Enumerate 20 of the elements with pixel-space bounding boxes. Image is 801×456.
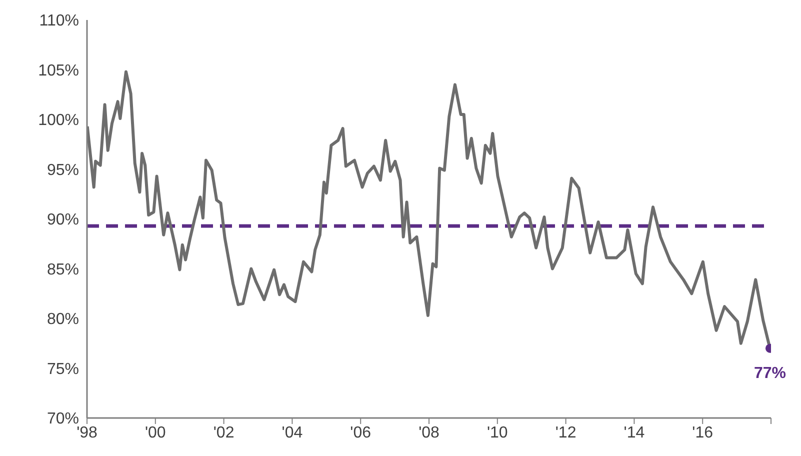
- x-tick-label: '08: [418, 424, 440, 442]
- y-tick-label: 80%: [46, 311, 79, 328]
- y-tick-label: 110%: [39, 12, 79, 30]
- x-tick-label: '98: [76, 424, 98, 442]
- y-tick-label: 100%: [38, 112, 79, 130]
- x-tick-label: '16: [692, 424, 714, 442]
- y-tick-label: 85%: [46, 261, 79, 278]
- x-tick-label: '12: [555, 424, 576, 442]
- x-tick-label: '04: [282, 424, 303, 442]
- y-tick-label: 105%: [38, 62, 79, 80]
- y-tick-label: 95%: [46, 162, 79, 179]
- y-tick-label: 70%: [46, 410, 79, 428]
- x-tick-label: '06: [350, 424, 372, 442]
- x-tick-label: '02: [213, 424, 234, 442]
- y-tick-label: 75%: [46, 360, 79, 378]
- x-tick-label: '10: [486, 424, 508, 442]
- y-tick-label: 90%: [46, 212, 79, 229]
- x-tick-label: '00: [144, 424, 166, 442]
- x-tick-label: '14: [624, 424, 645, 442]
- data-label: 77%: [754, 365, 786, 382]
